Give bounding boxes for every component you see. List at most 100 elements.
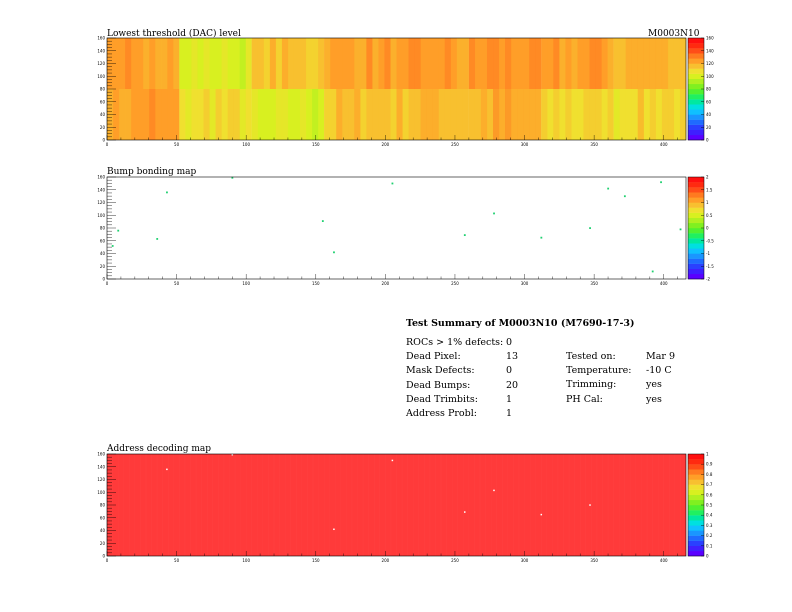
- bump-xtick-label: 0: [106, 281, 109, 286]
- threshold-colorbar-swatch: [688, 109, 704, 115]
- bump-ytick-label: 20: [100, 264, 106, 269]
- pixel-column: [601, 89, 608, 140]
- pixel-column: [161, 89, 168, 140]
- pixel-column: [269, 89, 277, 140]
- pixel-column: [149, 38, 156, 89]
- pixel-column: [209, 38, 216, 89]
- address-decoding-heatmap: 0 20 40 60 80 100 120 140 160 0 50 100 150 200 250 300 3…: [97, 452, 712, 564]
- pixel-column: [462, 89, 470, 140]
- dead-bump-point: [156, 238, 159, 240]
- bump-colorbar-swatch: [688, 258, 704, 264]
- pixel-column: [667, 38, 675, 89]
- pixel-column: [505, 38, 512, 89]
- pixel-column: [613, 89, 620, 140]
- pixel-column: [348, 38, 355, 89]
- threshold-ytick-label: 100: [97, 74, 105, 79]
- address-colorbar-label: 0.4: [706, 513, 713, 518]
- pixel-column: [649, 38, 657, 89]
- bump-colorbar-label: -2: [706, 277, 710, 282]
- address-colorbar-swatch: [688, 540, 704, 546]
- threshold-colorbar-swatch: [688, 134, 704, 141]
- threshold-xtick-label: 150: [312, 142, 320, 147]
- address-colorbar-swatch: [688, 484, 704, 490]
- bump-colorbar-swatch: [688, 222, 704, 229]
- bump-xtick-label: 250: [451, 281, 459, 286]
- pixel-column: [384, 38, 391, 89]
- bump-colorbar-swatch: [688, 268, 704, 275]
- pixel-column: [245, 89, 252, 140]
- pixel-column: [251, 89, 258, 140]
- bump-colorbar-swatch: [688, 217, 704, 224]
- threshold-ytick-label: 120: [97, 61, 105, 66]
- pixel-column: [559, 38, 566, 89]
- pixel-column: [185, 38, 192, 89]
- pixel-column: [336, 38, 343, 89]
- address-colorbar-swatch: [688, 464, 704, 470]
- pixel-column: [559, 89, 566, 140]
- address-xtick-label: 50: [174, 558, 180, 563]
- bump-xtick-label: 400: [660, 281, 668, 286]
- address-colorbar-swatch: [688, 535, 704, 541]
- address-ytick-label: 40: [100, 528, 106, 533]
- address-problem-point: [391, 459, 394, 462]
- address-colorbar-label: 0.6: [706, 492, 713, 497]
- address-problem-point: [231, 453, 234, 456]
- pixel-column: [426, 89, 433, 140]
- address-colorbar-label: 0.8: [706, 472, 713, 477]
- pixel-column: [275, 38, 283, 89]
- address-colorbar-swatch: [688, 474, 704, 480]
- address-colorbar-swatch: [688, 520, 704, 526]
- pixel-column: [179, 89, 186, 140]
- bump-ytick-label: 140: [97, 187, 105, 192]
- pixel-column: [493, 89, 500, 140]
- pixel-column: [227, 38, 234, 89]
- address-xtick-label: 400: [660, 558, 668, 563]
- bump-colorbar-swatch: [688, 182, 704, 188]
- bump-colorbar-swatch: [688, 238, 704, 244]
- dead-bump-point: [231, 176, 234, 179]
- pixel-column: [511, 38, 518, 89]
- bump-xtick-label: 100: [242, 281, 250, 286]
- address-colorbar-label: 0.9: [706, 462, 713, 467]
- address-problem-point: [540, 513, 543, 516]
- pixel-column: [474, 38, 482, 89]
- pixel-column: [275, 89, 283, 140]
- pixel-column: [625, 38, 632, 89]
- pixel-column: [215, 89, 222, 140]
- pixel-column: [444, 38, 451, 89]
- pixel-column: [155, 38, 162, 89]
- pixel-column: [511, 89, 518, 140]
- pixel-column: [257, 89, 265, 140]
- address-problem-point: [333, 528, 335, 531]
- pixel-column: [125, 38, 132, 89]
- pixel-column: [571, 89, 578, 140]
- summary-value: yes: [646, 393, 662, 405]
- threshold-ytick-label: 80: [100, 87, 106, 92]
- pixel-column: [179, 38, 186, 89]
- dead-bump-point: [623, 195, 626, 198]
- threshold-colorbar-swatch: [688, 78, 704, 85]
- bump-ytick-label: 80: [100, 226, 106, 231]
- summary-value: 13: [506, 351, 519, 363]
- pixel-column: [444, 89, 451, 140]
- bump-colorbar-swatch: [688, 253, 704, 259]
- pixel-column: [607, 89, 614, 140]
- threshold-ytick-label: 40: [100, 112, 106, 117]
- bump-colorbar-swatch: [688, 197, 704, 203]
- pixel-column: [547, 38, 554, 89]
- pixel-column: [113, 38, 120, 89]
- pixel-column: [583, 38, 590, 89]
- address-colorbar-swatch: [688, 469, 704, 475]
- pixel-column: [257, 38, 265, 89]
- pixel-column: [486, 38, 494, 89]
- pixel-column: [420, 89, 427, 140]
- address-colorbar-swatch: [688, 530, 704, 536]
- pixel-column: [396, 89, 403, 140]
- pixel-column: [655, 89, 663, 140]
- threshold-colorbar-label: 60: [706, 99, 712, 104]
- pixel-column: [281, 38, 289, 89]
- address-ytick-label: 0: [102, 554, 105, 559]
- pixel-column: [625, 89, 632, 140]
